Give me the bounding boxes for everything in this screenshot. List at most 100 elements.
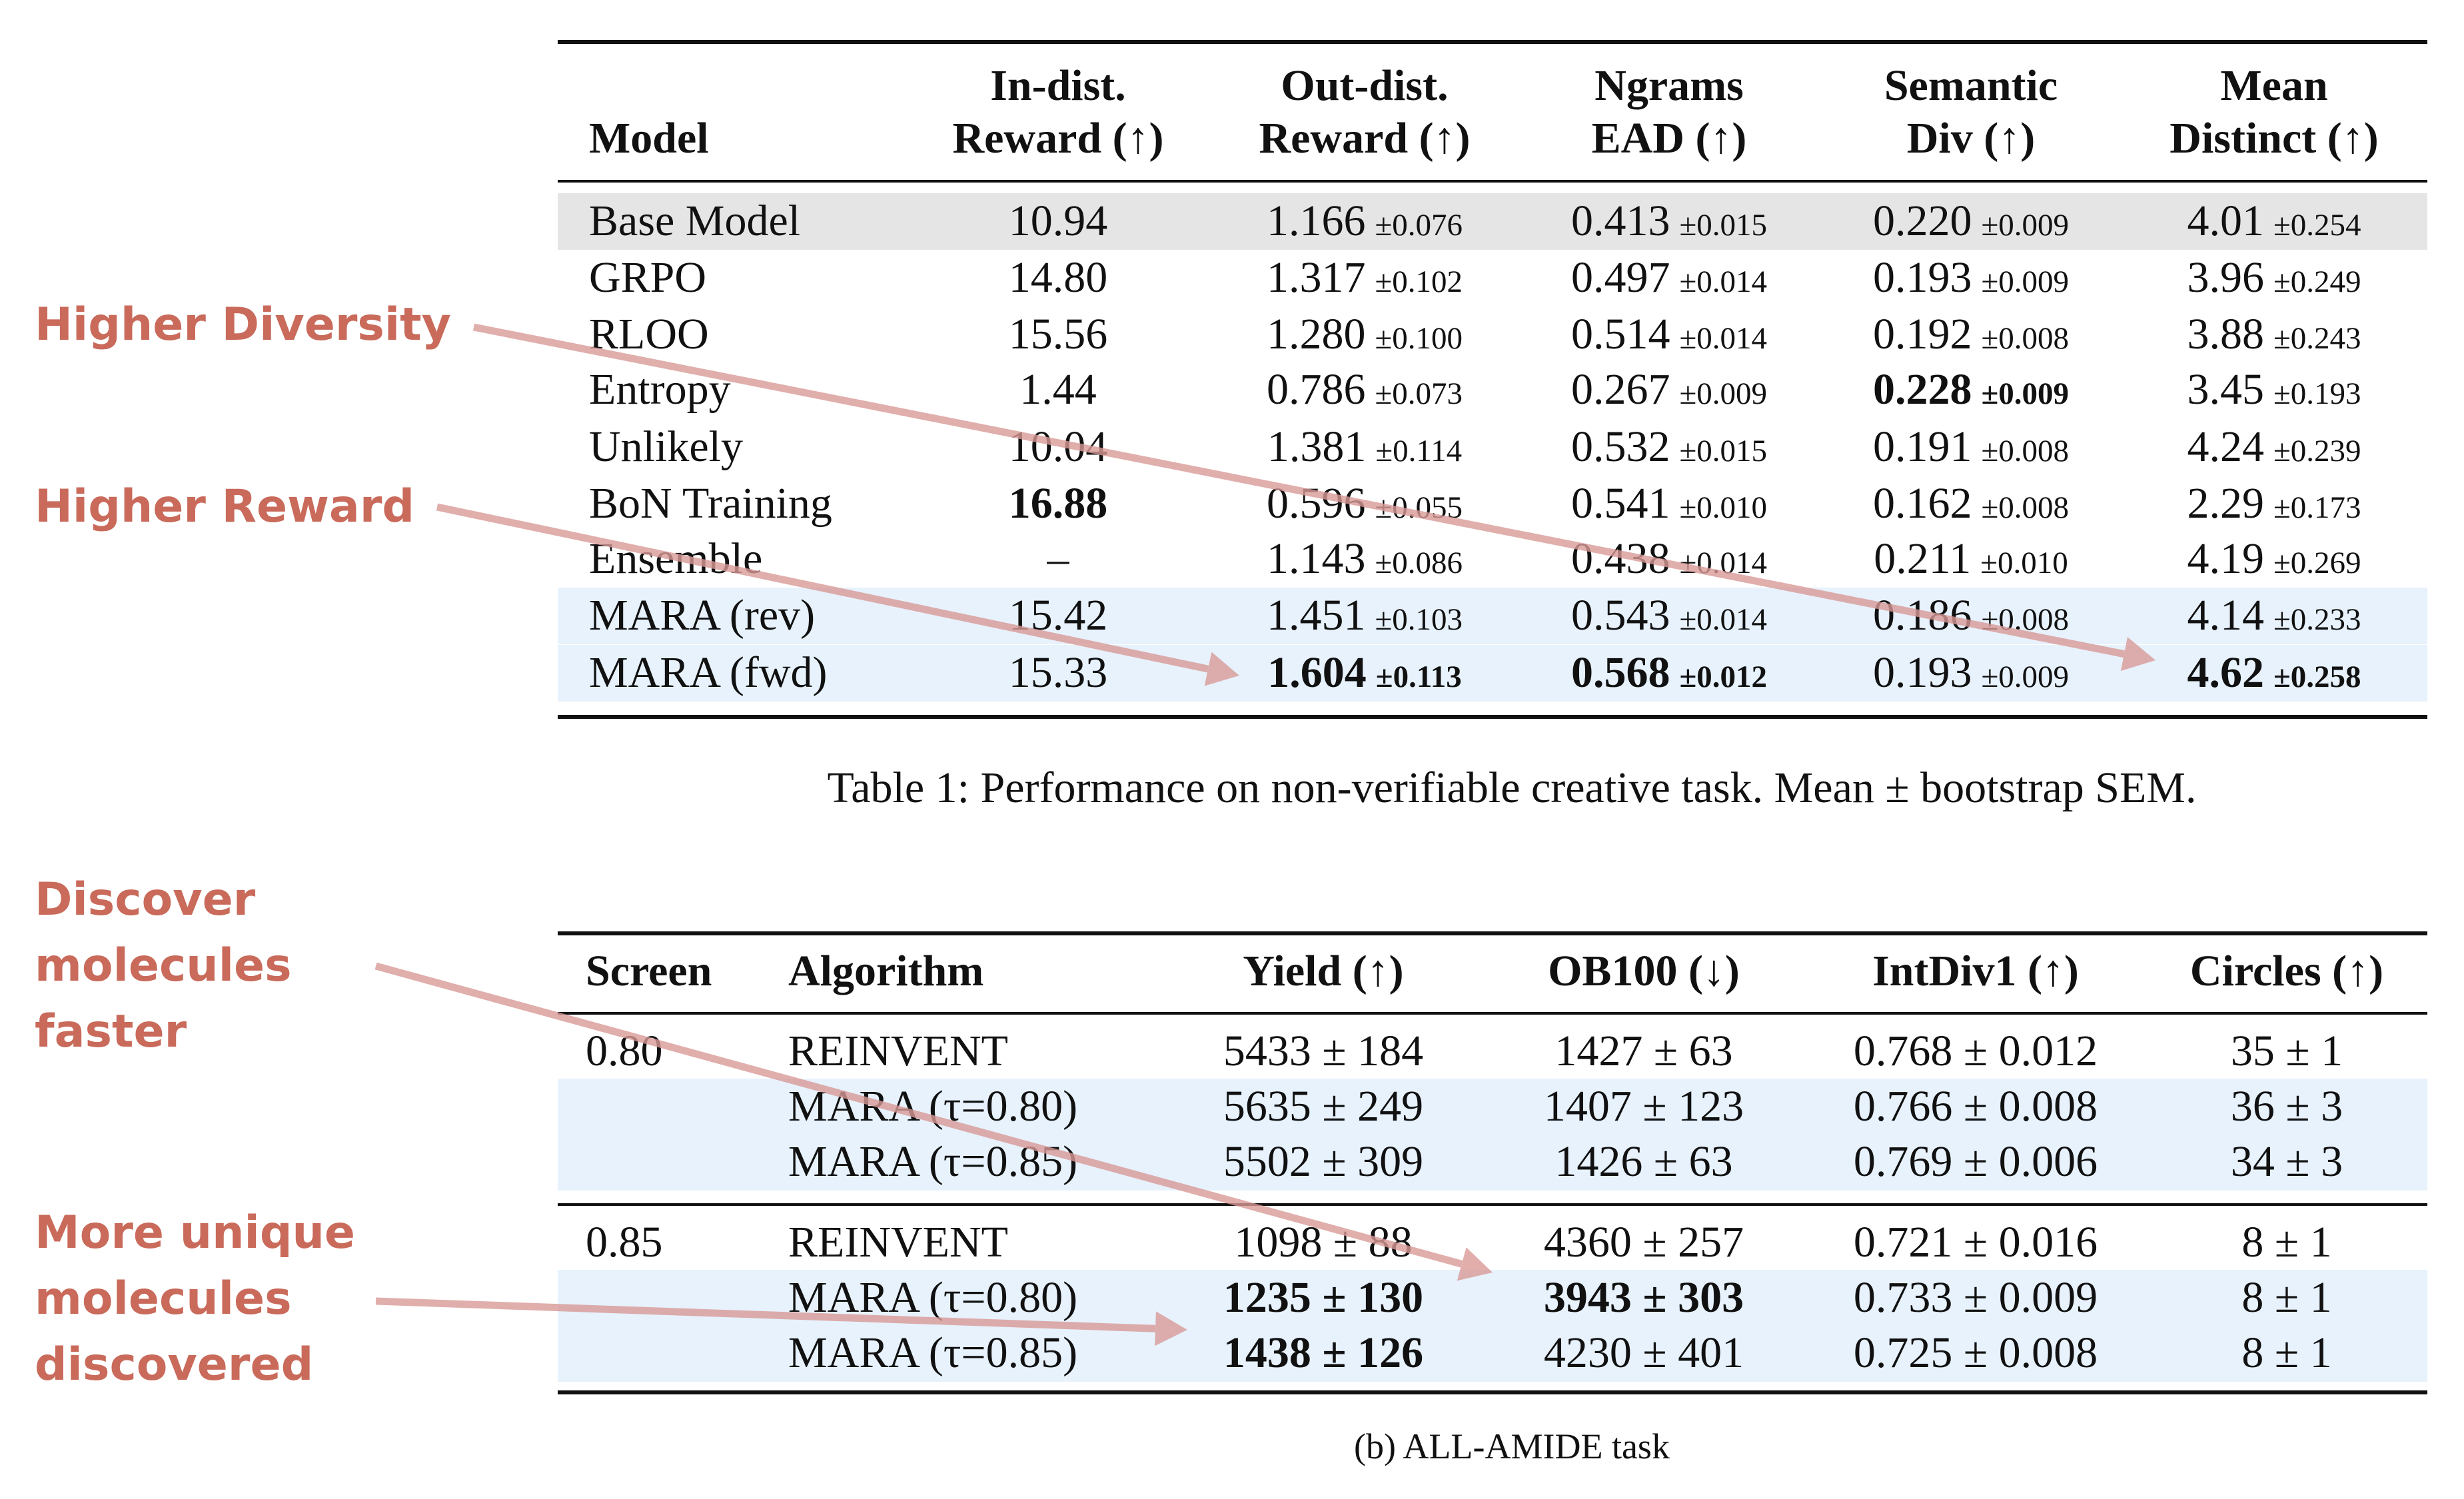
table-cell: 4.01 ±0.254 [2187, 195, 2361, 252]
table-cell: 36 ± 3 [2230, 1082, 2343, 1131]
cell-sem: ±0.249 [2273, 264, 2361, 299]
column-header: Ngrams [1594, 61, 1744, 110]
cell-sem: ±0.100 [1375, 321, 1463, 356]
column-header: Circles (↑) [2189, 947, 2384, 995]
cell-value: 4.14 [2187, 591, 2264, 640]
model-name: Base Model [589, 197, 801, 245]
column-header: EAD (↑) [1591, 114, 1747, 163]
table-cell: 5635 ± 249 [1223, 1082, 1424, 1131]
cell-sem: ±0.009 [1679, 376, 1768, 411]
cell-value: 0.596 [1266, 479, 1366, 528]
table-cell: 1098 ± 88 [1234, 1218, 1413, 1266]
cell-sem: ±0.076 [1375, 208, 1463, 243]
column-header: Yield (↑) [1243, 947, 1404, 995]
cell-value: 0.186 [1872, 591, 1972, 640]
model-name: MARA (fwd) [589, 648, 828, 697]
table-cell: 0.438 ±0.014 [1571, 532, 1767, 590]
table-cell: – [1047, 532, 1069, 586]
cell-value: 0.568 [1570, 648, 1670, 697]
table-cell: 0.541 ±0.010 [1571, 477, 1767, 534]
table-cell: 16.88 [1009, 477, 1108, 530]
cell-sem: ±0.239 [2273, 434, 2361, 468]
cell-sem: ±0.233 [2273, 602, 2361, 637]
model-name: Entropy [589, 365, 731, 414]
table-cell: 1235 ± 130 [1223, 1273, 1424, 1322]
header-rule [558, 1012, 2427, 1015]
cell-value: 10.94 [1008, 197, 1108, 245]
header-rule [558, 180, 2427, 183]
table2-caption: (b) ALL-AMIDE task [1354, 1426, 1670, 1466]
table-cell: 0.497 ±0.014 [1571, 251, 1767, 308]
cell-value: 0.193 [1872, 648, 1972, 697]
cell-value: 15.42 [1008, 591, 1108, 640]
row-highlight [558, 645, 2427, 702]
table-cell: 0.514 ±0.014 [1571, 308, 1767, 365]
model-name: Ensemble [589, 534, 763, 583]
table-cell: 1.280 ±0.100 [1267, 308, 1463, 365]
cell-value: 4.24 [2187, 422, 2264, 471]
cell-sem: ±0.243 [2273, 321, 2361, 356]
table-cell: 14.80 [1009, 251, 1108, 304]
table-cell: 0.162 ±0.008 [1873, 477, 2069, 534]
cell-sem: ±0.173 [2273, 490, 2361, 525]
table-cell: 15.33 [1009, 646, 1108, 700]
cell-value: 15.33 [1008, 648, 1108, 697]
cell-sem: ±0.008 [1981, 434, 2070, 468]
table-cell: 15.42 [1009, 589, 1108, 642]
column-header: IntDiv1 (↑) [1872, 947, 2079, 995]
cell-value: 1.317 [1266, 253, 1366, 302]
column-header: Reward (↑) [1259, 114, 1471, 163]
table-cell: 8 ± 1 [2241, 1218, 2332, 1266]
table-cell: 0.186 ±0.008 [1873, 589, 2069, 646]
cell-sem: ±0.010 [1679, 490, 1768, 525]
table-cell: 1.604 ±0.113 [1267, 646, 1461, 704]
table-cell: 3.96 ±0.249 [2187, 251, 2361, 308]
top-rule [558, 931, 2427, 935]
cell-sem: ±0.008 [1981, 602, 2070, 637]
column-header: Reward (↑) [952, 114, 1164, 163]
bottom-rule [558, 715, 2427, 719]
cell-value: 0.532 [1570, 422, 1670, 471]
annotation-label: Discover molecules faster [35, 867, 292, 1065]
table-cell: 5433 ± 184 [1223, 1027, 1424, 1075]
row-highlight [558, 193, 2427, 250]
cell-value: 1.451 [1266, 591, 1366, 640]
cell-sem: ±0.193 [2273, 376, 2361, 411]
algorithm-name: REINVENT [788, 1218, 1008, 1266]
cell-value: 16.88 [1008, 479, 1108, 528]
annotation-line: faster [35, 1005, 187, 1058]
table-cell: 0.220 ±0.009 [1873, 195, 2069, 252]
cell-value: 2.29 [2187, 479, 2264, 528]
annotation-line: Higher Reward [35, 480, 415, 533]
cell-sem: ±0.014 [1679, 602, 1768, 637]
column-header: Algorithm [788, 947, 984, 995]
table-cell: 10.94 [1009, 195, 1108, 248]
cell-value: 0.413 [1570, 197, 1670, 245]
table-cell: 0.192 ±0.008 [1873, 308, 2069, 365]
cell-value: 3.88 [2187, 310, 2264, 358]
cell-value: 0.438 [1570, 534, 1670, 583]
table-cell: 1.381 ±0.114 [1267, 420, 1462, 478]
cell-value: 14.80 [1008, 253, 1108, 302]
table-cell: 0.228 ±0.009 [1873, 363, 2069, 420]
bottom-rule [558, 1390, 2427, 1394]
annotation-line: discovered [35, 1338, 314, 1391]
table-cell: 0.211 ±0.010 [1874, 532, 2068, 590]
row-highlight [558, 588, 2427, 644]
table-cell: 10.04 [1009, 420, 1108, 474]
table-cell: 0.768 ± 0.012 [1853, 1027, 2098, 1075]
algorithm-name: MARA (τ=0.80) [788, 1273, 1078, 1322]
cell-value: 15.56 [1008, 310, 1108, 358]
table-cell: 0.721 ± 0.016 [1853, 1218, 2098, 1266]
annotation-line: molecules [35, 939, 292, 992]
top-rule [558, 40, 2427, 44]
annotation-line: Higher Diversity [35, 298, 451, 351]
screen-value: 0.80 [586, 1027, 663, 1075]
cell-value: 1.166 [1266, 197, 1366, 245]
cell-value: 4.19 [2187, 534, 2264, 583]
table-cell: 0.413 ±0.015 [1571, 195, 1767, 252]
cell-sem: ±0.055 [1375, 490, 1463, 525]
table-cell: 0.193 ±0.009 [1873, 646, 2069, 704]
table-cell: 8 ± 1 [2241, 1273, 2332, 1322]
table-cell: 3.45 ±0.193 [2187, 363, 2361, 420]
